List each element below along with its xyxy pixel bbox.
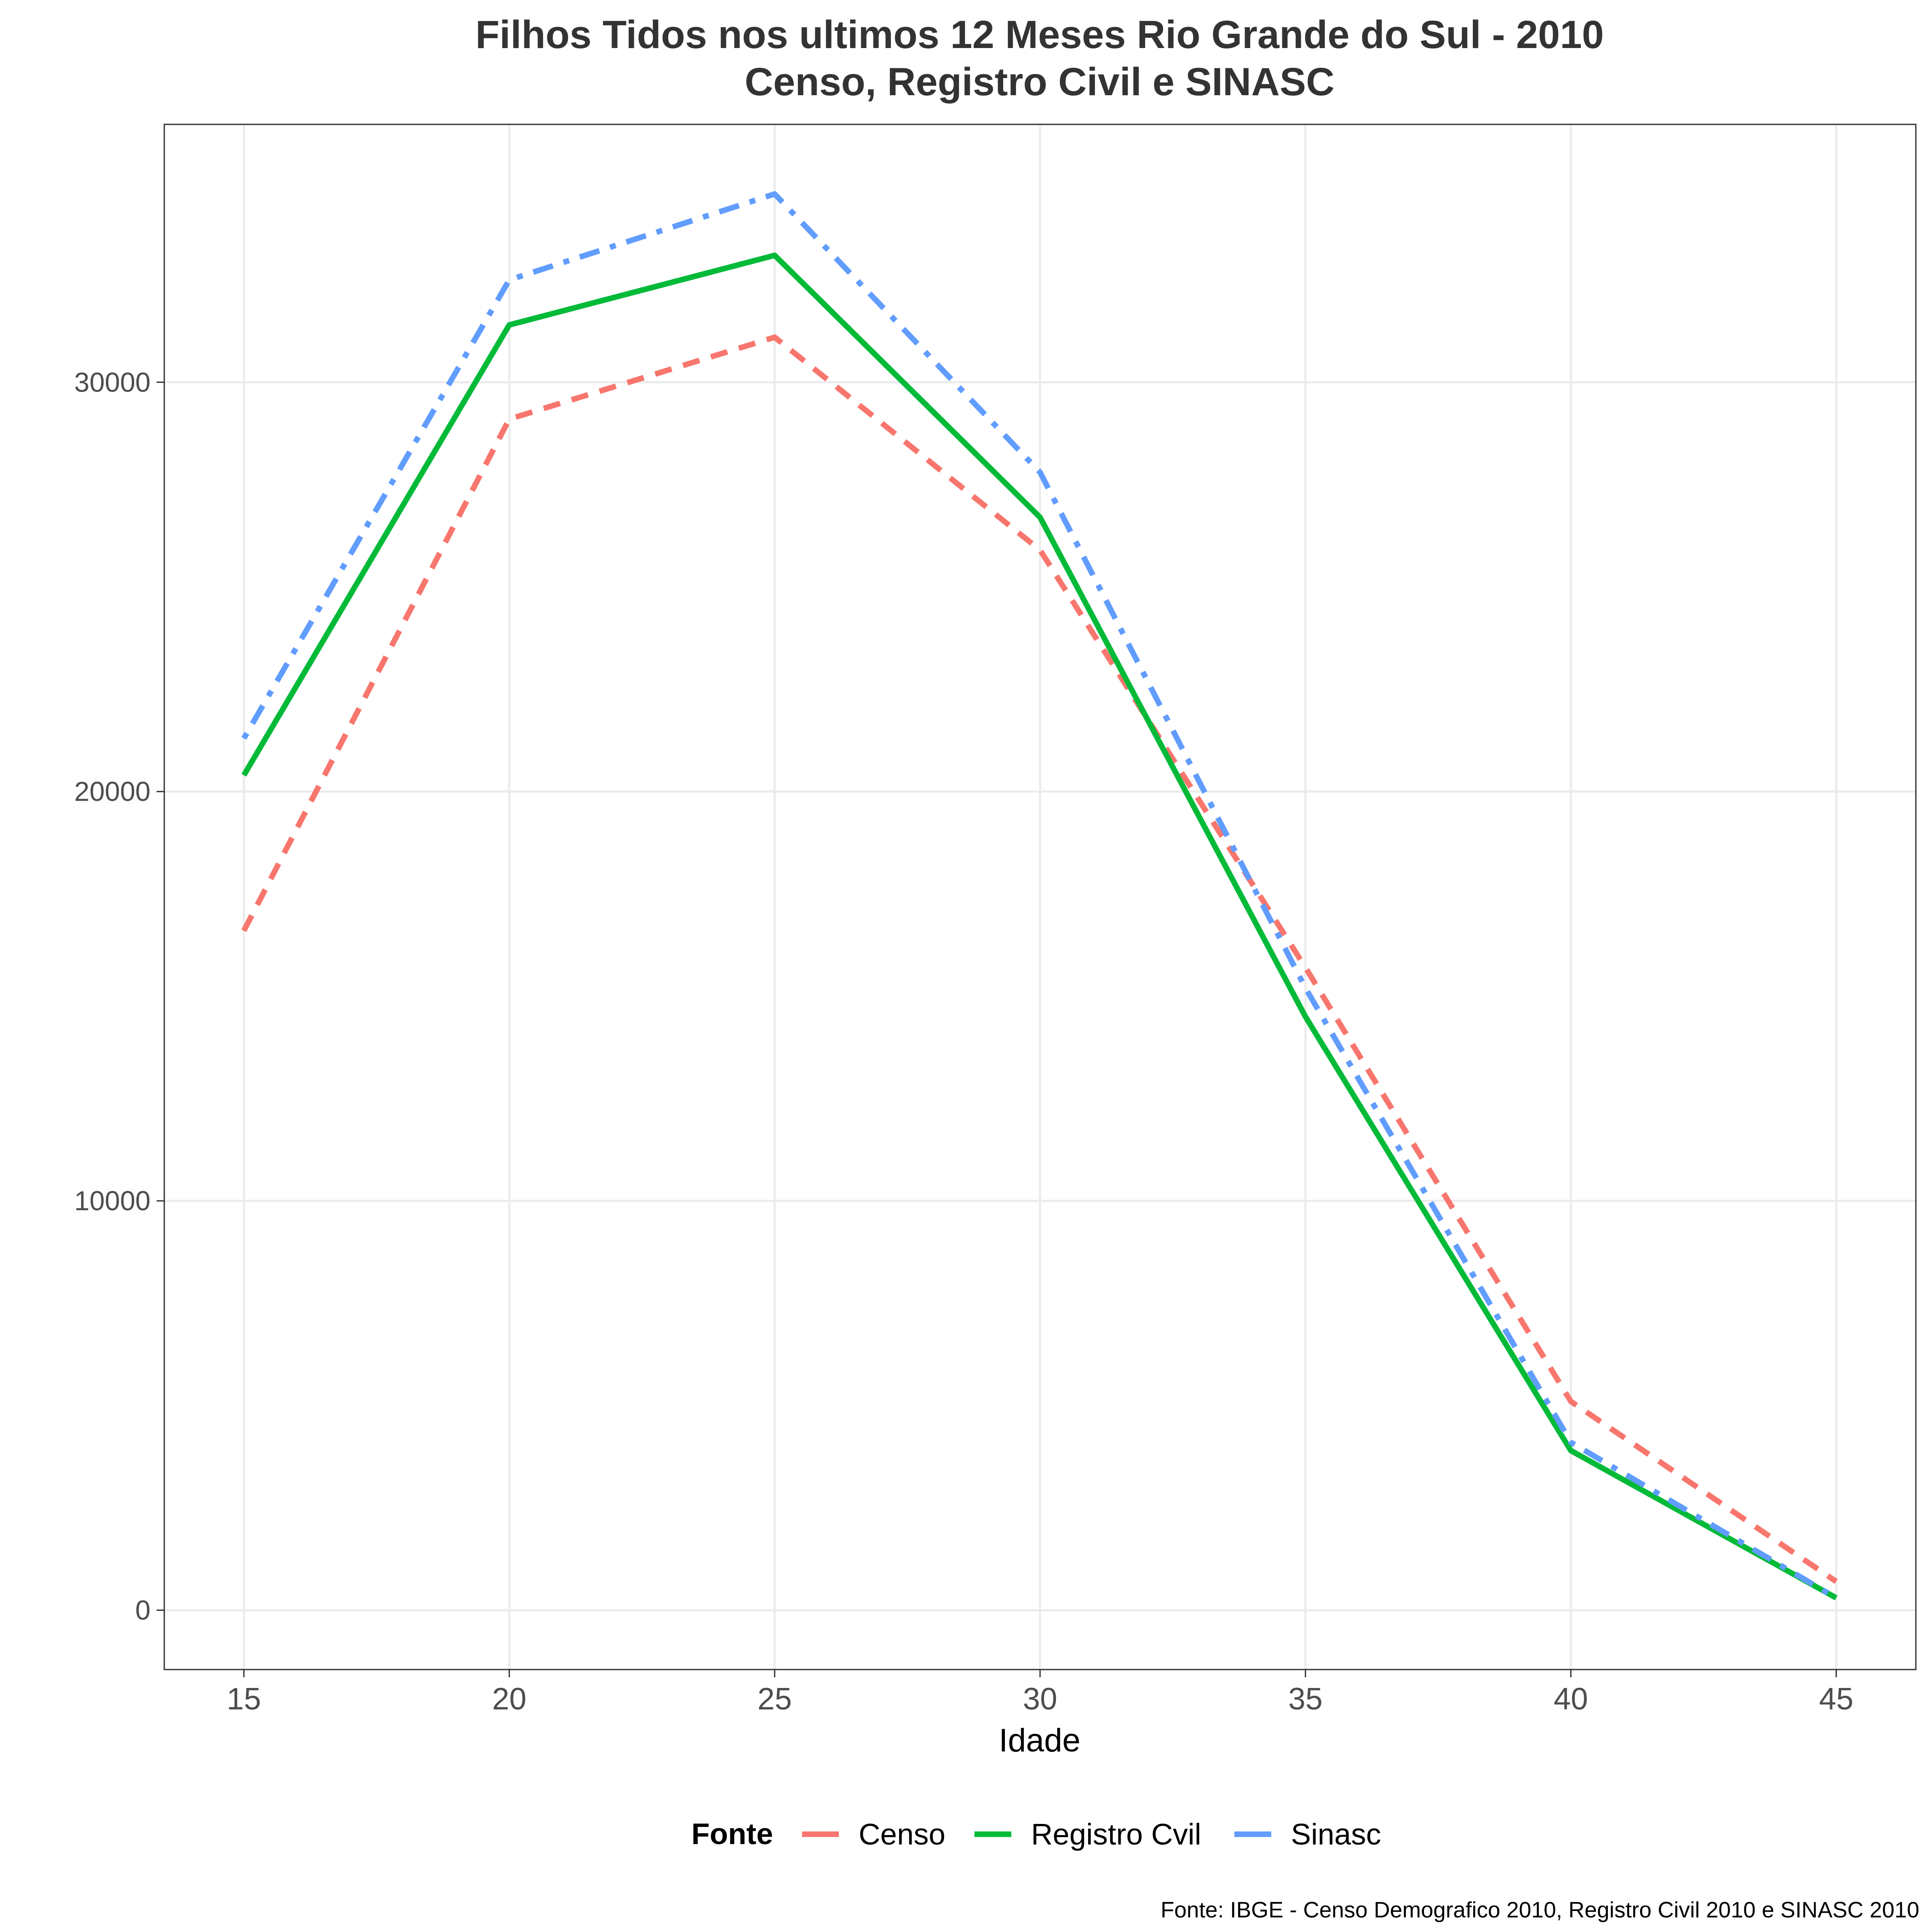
chart-caption: Fonte: IBGE - Censo Demografico 2010, Re…	[1161, 1898, 1919, 1923]
legend: Fonte Censo Registro Cvil Sinasc	[691, 1817, 1381, 1851]
x-tick-label: 25	[757, 1682, 792, 1716]
x-tick-label: 35	[1288, 1682, 1323, 1716]
y-axis: 0 10000 20000 30000	[74, 367, 164, 1626]
x-tick-label: 20	[492, 1682, 526, 1716]
x-axis-title: Idade	[999, 1722, 1080, 1759]
series-line-censo	[241, 334, 1838, 1584]
legend-label-registro-cvil: Registro Cvil	[1031, 1817, 1201, 1851]
legend-title: Fonte	[691, 1817, 773, 1851]
legend-label-sinasc: Sinasc	[1291, 1817, 1381, 1851]
legend-label-censo: Censo	[859, 1817, 945, 1851]
series-line-sinasc	[241, 191, 1838, 1600]
x-tick-label: 30	[1023, 1682, 1057, 1716]
y-tick-label: 0	[135, 1595, 151, 1626]
series-line-registro-cvil	[241, 252, 1838, 1600]
x-tick-label: 15	[227, 1682, 261, 1716]
x-tick-label: 40	[1554, 1682, 1588, 1716]
series-lines	[241, 191, 1838, 1600]
x-tick-label: 45	[1819, 1682, 1853, 1716]
chart-title-line1: Filhos Tidos nos ultimos 12 Meses Rio Gr…	[475, 13, 1604, 57]
x-axis: 15 20 25 30 35 40 45	[227, 1670, 1853, 1716]
y-tick-label: 20000	[74, 776, 151, 807]
chart-title-line2: Censo, Registro Civil e SINASC	[745, 60, 1334, 104]
y-tick-label: 30000	[74, 367, 151, 398]
y-tick-label: 10000	[74, 1185, 151, 1216]
grid	[164, 124, 1916, 1670]
